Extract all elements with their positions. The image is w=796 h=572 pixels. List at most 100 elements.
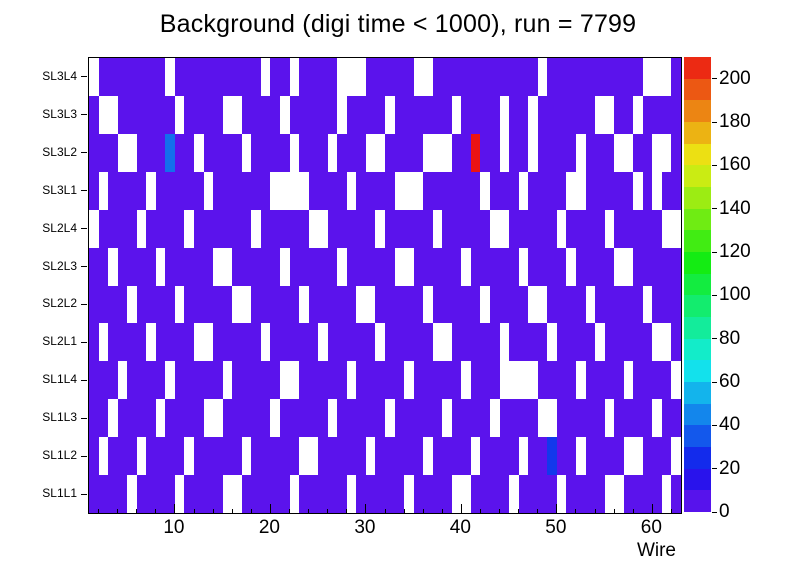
x-minor-tick [594, 509, 596, 513]
heatmap-cell [251, 247, 261, 286]
heatmap-cell [547, 247, 557, 286]
heatmap-cell [117, 171, 128, 210]
heatmap-cell [537, 285, 548, 324]
heatmap-cell [480, 95, 491, 134]
heatmap-cell [461, 323, 471, 362]
heatmap-cell [604, 437, 615, 476]
heatmap-cell [155, 437, 166, 476]
heatmap-cell [98, 323, 109, 362]
heatmap-cell [337, 247, 347, 286]
heatmap-cell [604, 133, 615, 172]
heatmap-cell [299, 247, 309, 286]
heatmap-cell [318, 475, 328, 513]
heatmap-cell [470, 247, 481, 286]
heatmap-cell [614, 437, 624, 476]
heatmap-cell [241, 437, 252, 476]
heatmap-cell [184, 361, 195, 400]
heatmap-cell [575, 171, 586, 210]
heatmap-cell [404, 285, 414, 324]
heatmap-cell [194, 58, 204, 96]
heatmap-cell [251, 285, 261, 324]
heatmap-cell [470, 323, 481, 362]
heatmap-cell [556, 323, 567, 362]
heatmap-cell [518, 285, 529, 324]
x-major-tick [365, 504, 367, 513]
heatmap-cell [174, 399, 185, 438]
heatmap-cell [232, 475, 242, 513]
heatmap-cell [623, 209, 634, 248]
colorbar-tick-label: 60 [719, 371, 741, 392]
y-axis-label-sl3l4: SL3L4 [42, 68, 77, 83]
heatmap-cell [585, 95, 596, 134]
heatmap-cell [470, 399, 481, 438]
heatmap-cell [203, 95, 214, 134]
heatmap-cell [356, 209, 366, 248]
heatmap-cell [184, 437, 195, 476]
heatmap-cell [623, 247, 634, 286]
heatmap-cell [547, 133, 557, 172]
heatmap-cell [614, 285, 624, 324]
heatmap-cell [127, 95, 137, 134]
heatmap-cell [509, 133, 519, 172]
heatmap-cell [289, 209, 300, 248]
heatmap-cell [222, 247, 233, 286]
heatmap-cell [127, 58, 137, 96]
heatmap-cell [652, 285, 662, 324]
heatmap-cell [108, 58, 118, 96]
heatmap-cell [318, 285, 328, 324]
heatmap-cell [423, 95, 433, 134]
y-axis-tick [81, 190, 87, 192]
heatmap-cell [528, 209, 538, 248]
heatmap-cell [614, 399, 624, 438]
heatmap-cell [232, 361, 242, 400]
heatmap-cell [499, 475, 510, 513]
colorbar-band [684, 338, 711, 361]
colorbar-tick [712, 121, 717, 123]
heatmap-cell [480, 285, 491, 324]
colorbar-band [684, 100, 711, 123]
heatmap-cell [385, 171, 395, 210]
heatmap-cell [432, 171, 443, 210]
heatmap-cell [470, 171, 481, 210]
colorbar-tick [712, 208, 717, 210]
heatmap-cell [108, 475, 118, 513]
heatmap-cell [528, 361, 538, 400]
heatmap-cell [423, 285, 433, 324]
chart-title: Background (digi time < 1000), run = 779… [159, 10, 637, 38]
heatmap-cell [652, 171, 662, 210]
y-axis-label-sl1l1: SL1L1 [42, 486, 77, 501]
heatmap-cell [575, 475, 586, 513]
heatmap-cell [375, 437, 385, 476]
heatmap-cell [518, 95, 529, 134]
heatmap-cell [470, 58, 481, 96]
heatmap-cell [518, 323, 529, 362]
heatmap-cell [165, 95, 175, 134]
heatmap-cell [537, 247, 548, 286]
heatmap-cell [270, 95, 280, 134]
heatmap-cell [642, 209, 653, 248]
heatmap-cell [642, 58, 653, 96]
heatmap-cell [270, 247, 280, 286]
heatmap-cell [461, 247, 471, 286]
heatmap-cell [146, 399, 156, 438]
heatmap-cell [346, 247, 357, 286]
colorbar-band [684, 122, 711, 144]
heatmap-cell [203, 171, 214, 210]
heatmap-cell [585, 361, 596, 400]
heatmap-cell [442, 285, 452, 324]
heatmap-cell [623, 95, 634, 134]
x-major-tick [460, 504, 462, 513]
heatmap-cell [136, 58, 147, 96]
heatmap-cell [98, 399, 109, 438]
heatmap-cell [480, 171, 491, 210]
heatmap-cell [595, 399, 605, 438]
heatmap-cell [413, 361, 424, 400]
heatmap-cell [575, 399, 586, 438]
heatmap-cell [661, 133, 672, 172]
heatmap-cell [528, 399, 538, 438]
heatmap-cell [575, 285, 586, 324]
heatmap-cell [89, 58, 99, 96]
heatmap-cell [251, 95, 261, 134]
heatmap-cell [518, 361, 529, 400]
